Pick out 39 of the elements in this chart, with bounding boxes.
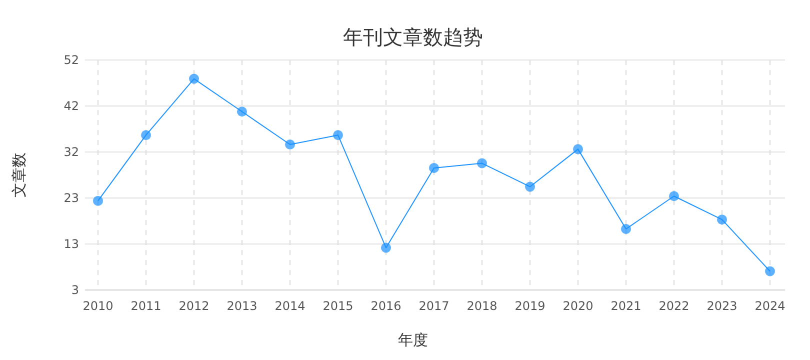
point [477, 158, 487, 168]
y-tick-label: 52 [64, 53, 79, 68]
x-tick-label: 2012 [178, 299, 210, 313]
y-axis-title: 文章数 [10, 152, 28, 198]
point [189, 74, 199, 84]
y-tick-label: 32 [64, 145, 79, 160]
x-tick-label: 2022 [658, 299, 690, 313]
point [381, 242, 391, 253]
point [333, 130, 343, 140]
point [669, 191, 679, 202]
point [285, 139, 295, 150]
x-tick-label: 2024 [754, 299, 786, 313]
y-tick-label: 23 [64, 191, 79, 206]
x-tick-label: 2023 [706, 299, 738, 313]
y-tick-label: 3 [71, 283, 79, 298]
x-tick-label: 2017 [418, 299, 450, 313]
x-tick-label: 2010 [82, 299, 114, 313]
x-tick-label: 2021 [610, 299, 642, 313]
point [621, 224, 631, 234]
x-tick-label: 2014 [274, 299, 306, 313]
point [525, 182, 535, 192]
point [141, 130, 151, 140]
point [717, 214, 727, 225]
x-tick-label: 2020 [562, 299, 594, 313]
x-tick-label: 2019 [514, 299, 546, 313]
point [429, 162, 439, 173]
point [237, 106, 247, 117]
x-tick-label: 2015 [322, 299, 354, 313]
y-tick-label: 42 [64, 99, 79, 114]
x-tick-label: 2018 [466, 299, 498, 313]
x-tick-label: 2016 [370, 299, 402, 313]
point [93, 196, 103, 206]
point [765, 266, 775, 276]
x-tick-label: 2013 [226, 299, 258, 313]
y-tick-label: 13 [64, 237, 79, 252]
x-tick-label: 2011 [130, 299, 162, 313]
point [573, 144, 583, 154]
x-axis-title: 年度 [398, 331, 428, 349]
chart-title: 年刊文章数趋势 [343, 25, 483, 49]
